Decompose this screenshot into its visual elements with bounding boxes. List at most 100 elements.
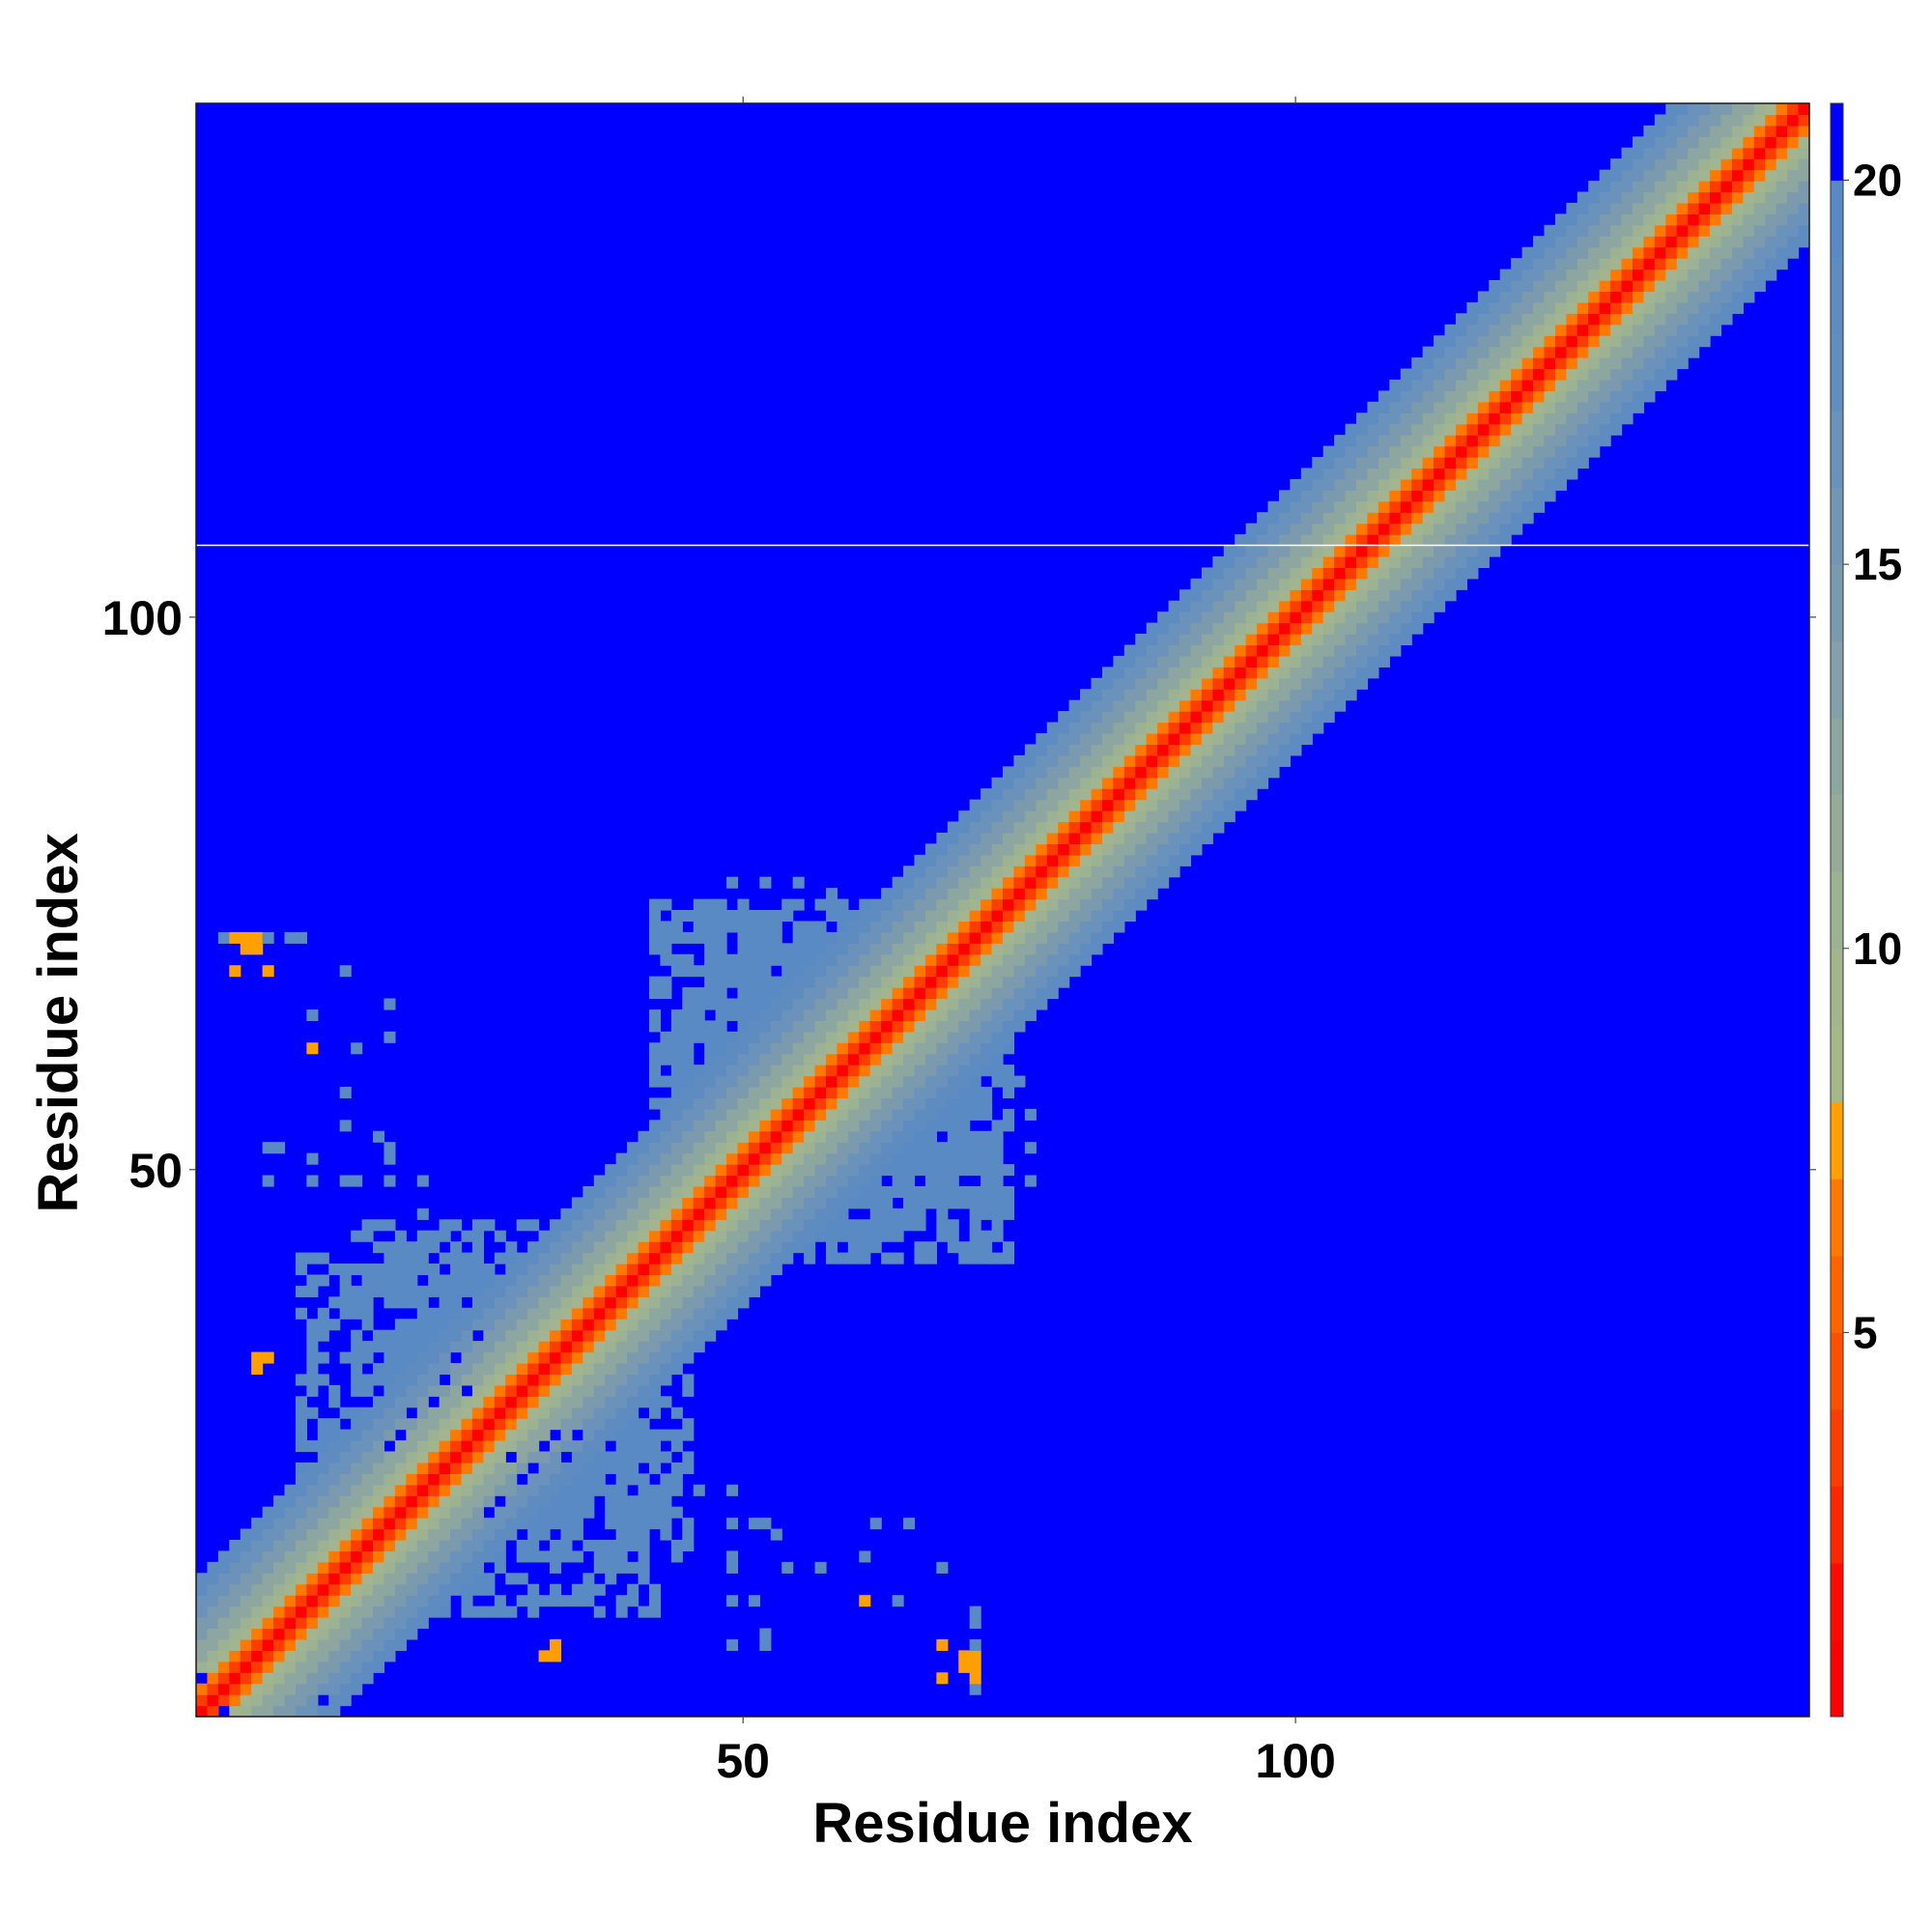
heatmap-cell — [1411, 468, 1424, 480]
heatmap-cell — [1146, 667, 1158, 679]
heatmap-cell — [1698, 213, 1711, 226]
heatmap-cell — [1223, 788, 1236, 801]
heatmap-cell — [1245, 545, 1258, 557]
heatmap-cell — [251, 1595, 264, 1607]
heatmap-cell — [1533, 423, 1546, 436]
heatmap-cell — [1190, 711, 1203, 724]
heatmap-cell — [1190, 766, 1203, 779]
heatmap-cell — [1322, 611, 1335, 624]
heatmap-cell — [1477, 313, 1490, 326]
heatmap-cell — [361, 1374, 374, 1386]
heatmap-cell — [416, 1230, 429, 1242]
heatmap-cell — [1235, 634, 1247, 646]
heatmap-cell — [648, 1429, 662, 1441]
heatmap-cell — [317, 1617, 329, 1630]
heatmap-cell — [991, 1142, 1004, 1154]
heatmap-cell — [1334, 689, 1347, 701]
heatmap-cell — [1168, 667, 1180, 679]
heatmap-cell — [781, 1065, 794, 1077]
heatmap-cell — [1477, 357, 1490, 370]
heatmap-cell — [1168, 810, 1180, 823]
heatmap-cell — [1554, 368, 1567, 381]
heatmap-cell — [1367, 600, 1379, 612]
heatmap-cell — [1422, 589, 1435, 602]
heatmap-cell — [1334, 578, 1347, 590]
heatmap-cell — [892, 1065, 904, 1077]
heatmap-cell — [1477, 324, 1490, 336]
heatmap-cell — [406, 1341, 418, 1353]
heatmap-cell — [924, 888, 937, 900]
heatmap-cell — [494, 1595, 506, 1607]
heatmap-cell — [770, 1219, 782, 1232]
heatmap-cell — [428, 1362, 440, 1376]
heatmap-cell — [1554, 313, 1567, 326]
heatmap-cell — [958, 898, 971, 911]
heatmap-cell — [627, 1518, 639, 1530]
heatmap-cell — [262, 1661, 274, 1673]
heatmap-cell — [196, 1628, 209, 1640]
heatmap-cell — [1356, 667, 1369, 679]
heatmap-cell — [1378, 423, 1390, 436]
heatmap-cell — [1334, 655, 1347, 668]
heatmap-cell — [406, 1539, 418, 1552]
heatmap-cell — [1554, 280, 1567, 293]
heatmap-cell — [262, 931, 274, 944]
heatmap-cell — [328, 1506, 341, 1519]
heatmap-cell — [627, 1451, 639, 1463]
heatmap-cell — [1554, 258, 1567, 270]
heatmap-cell — [1489, 534, 1501, 547]
heatmap-cell — [1267, 655, 1280, 668]
heatmap-cell — [903, 1219, 916, 1232]
heatmap-cell — [1378, 390, 1390, 403]
heatmap-cell — [1036, 866, 1048, 878]
heatmap-cell — [339, 1462, 352, 1474]
heatmap-cell — [991, 1197, 1004, 1209]
heatmap-cell — [693, 1341, 705, 1353]
heatmap-cell — [273, 1506, 286, 1519]
heatmap-cell — [1113, 898, 1125, 911]
heatmap-cell — [1798, 147, 1810, 159]
heatmap-cell — [1643, 346, 1656, 358]
heatmap-cell — [1146, 777, 1158, 789]
heatmap-cell — [1400, 468, 1412, 480]
heatmap-cell — [1223, 622, 1236, 635]
heatmap-cell — [1135, 866, 1148, 878]
heatmap-cell — [1477, 423, 1490, 436]
heatmap-cell — [1201, 600, 1213, 612]
heatmap-cell — [328, 1451, 341, 1463]
heatmap-cell — [1665, 169, 1678, 182]
heatmap-cell — [1400, 622, 1412, 635]
heatmap-cell — [1411, 368, 1424, 381]
heatmap-cell — [560, 1219, 573, 1232]
heatmap-cell — [295, 1672, 307, 1685]
heatmap-cell — [1267, 622, 1280, 635]
heatmap-cell — [217, 1650, 230, 1662]
heatmap-cell — [560, 1296, 573, 1309]
heatmap-cell — [207, 1650, 219, 1662]
heatmap-cell — [969, 1638, 981, 1651]
heatmap-cell — [295, 1506, 307, 1519]
heatmap-cell — [1123, 888, 1136, 900]
heatmap-cell — [958, 921, 971, 933]
heatmap-cell — [1455, 435, 1468, 447]
heatmap-cell — [571, 1341, 583, 1353]
heatmap-cell — [924, 1031, 937, 1043]
heatmap-cell — [394, 1573, 407, 1585]
heatmap-cell — [1566, 236, 1578, 248]
heatmap-cell — [1157, 810, 1170, 823]
heatmap-cell — [648, 1264, 662, 1276]
heatmap-cell — [1135, 854, 1148, 867]
heatmap-cell — [969, 1252, 981, 1264]
heatmap-cell — [825, 1185, 838, 1198]
heatmap-cell — [1577, 280, 1589, 293]
heatmap-cell — [1036, 876, 1048, 889]
heatmap-cell — [759, 931, 772, 944]
heatmap-cell — [328, 1473, 341, 1486]
heatmap-cell — [1466, 412, 1479, 425]
heatmap-cell — [748, 1274, 760, 1287]
heatmap-cell — [351, 1495, 363, 1508]
heatmap-cell — [1123, 910, 1136, 923]
heatmap-cell — [1621, 191, 1634, 204]
colorbar-segment — [1831, 257, 1843, 335]
heatmap-cell — [416, 1396, 429, 1408]
